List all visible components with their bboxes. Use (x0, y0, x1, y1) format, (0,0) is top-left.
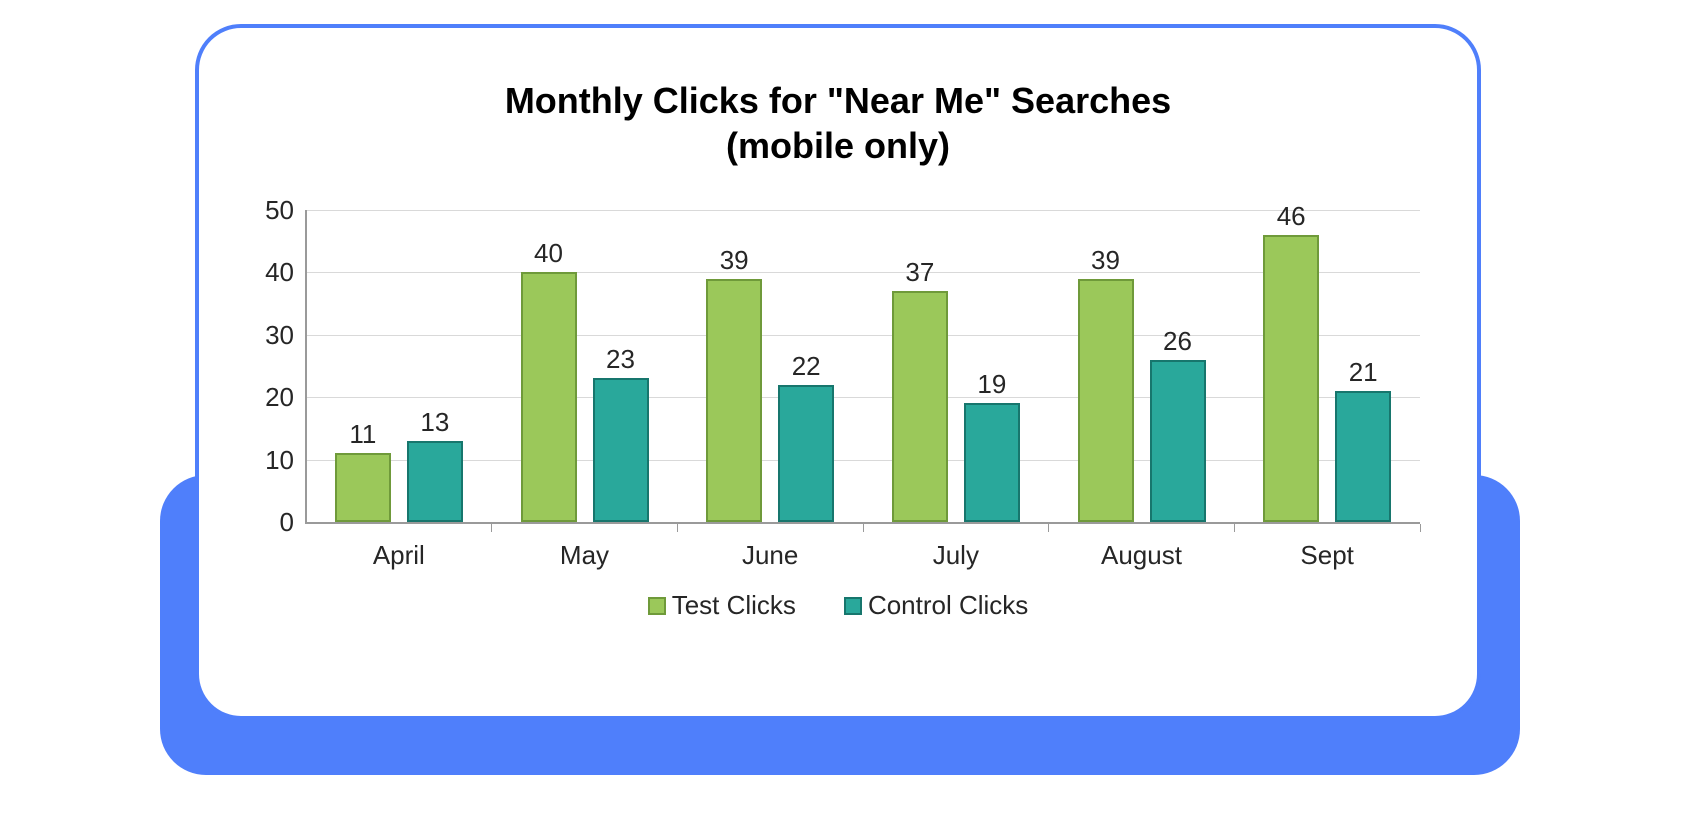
chart-title: Monthly Clicks for "Near Me" Searches (m… (199, 78, 1477, 168)
legend-swatch (648, 597, 666, 615)
x-tick-mark (1234, 524, 1235, 532)
bar (892, 291, 948, 522)
x-tick-label: June (677, 540, 863, 571)
x-tick-label: July (863, 540, 1049, 571)
y-tick-label: 20 (234, 382, 294, 413)
legend-label: Test Clicks (672, 590, 796, 621)
gridline (306, 460, 1420, 461)
bar (593, 378, 649, 522)
legend-label: Control Clicks (868, 590, 1028, 621)
bar (1078, 279, 1134, 522)
gridline (306, 335, 1420, 336)
x-tick-label: April (306, 540, 492, 571)
y-tick-label: 40 (234, 257, 294, 288)
x-tick-label: May (492, 540, 678, 571)
x-tick-label: August (1049, 540, 1235, 571)
stage: Monthly Clicks for "Near Me" Searches (m… (0, 0, 1683, 817)
bar-value-label: 21 (1325, 357, 1401, 388)
bar-value-label: 39 (1068, 245, 1144, 276)
bar-value-label: 19 (954, 369, 1030, 400)
gridline (306, 272, 1420, 273)
bar (521, 272, 577, 522)
bar (1263, 235, 1319, 522)
chart-card: Monthly Clicks for "Near Me" Searches (m… (195, 24, 1481, 720)
legend-swatch (844, 597, 862, 615)
bar-value-label: 40 (511, 238, 587, 269)
legend-item: Control Clicks (844, 590, 1028, 621)
plot-area: 01020304050April1113May4023June3922July3… (306, 210, 1420, 522)
y-tick-label: 10 (234, 445, 294, 476)
y-axis (305, 210, 307, 524)
x-tick-mark (491, 524, 492, 532)
y-tick-label: 30 (234, 320, 294, 351)
bar-value-label: 37 (882, 257, 958, 288)
bar (706, 279, 762, 522)
x-tick-mark (863, 524, 864, 532)
x-tick-mark (1420, 524, 1421, 532)
bar-value-label: 39 (696, 245, 772, 276)
x-tick-mark (677, 524, 678, 532)
bar-value-label: 23 (583, 344, 659, 375)
legend-item: Test Clicks (648, 590, 796, 621)
gridline (306, 397, 1420, 398)
bar (1150, 360, 1206, 522)
bar-value-label: 26 (1140, 326, 1216, 357)
bar (964, 403, 1020, 522)
legend: Test Clicks Control Clicks (199, 590, 1477, 621)
bar (1335, 391, 1391, 522)
bar (778, 385, 834, 522)
y-tick-label: 50 (234, 195, 294, 226)
x-tick-mark (1048, 524, 1049, 532)
bar (407, 441, 463, 522)
bar-value-label: 13 (397, 407, 473, 438)
y-tick-label: 0 (234, 507, 294, 538)
bar-value-label: 22 (768, 351, 844, 382)
bar (335, 453, 391, 522)
bar-value-label: 46 (1253, 201, 1329, 232)
x-tick-label: Sept (1234, 540, 1420, 571)
bar-value-label: 11 (325, 419, 401, 450)
